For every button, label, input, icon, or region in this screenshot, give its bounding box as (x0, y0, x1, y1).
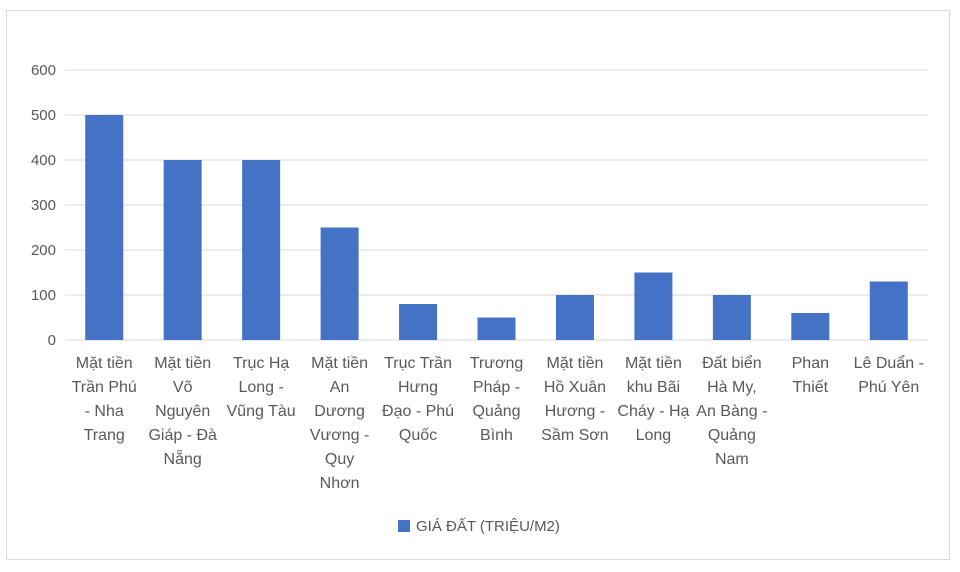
category-label: Mặt tiền Trần Phú - Nha Trang (72, 355, 137, 444)
category-label: Trục Hạ Long -Vũng Tàu (227, 355, 296, 420)
bar (320, 227, 359, 340)
y-tick-label: 300 (31, 197, 56, 214)
legend: GIÁ ĐẤT (TRIỆU/M2) (398, 518, 560, 535)
bar (791, 313, 830, 340)
category-label: Mặt tiền khu Bãi Cháy - Hạ Long (617, 355, 689, 444)
category-label: Phan Thiết (792, 355, 829, 396)
y-tick-label: 600 (31, 62, 56, 79)
bar (85, 115, 124, 340)
bar (634, 272, 673, 340)
category-label: Mặt tiền Võ Nguyên Giáp - Đà Nẵng (148, 355, 217, 468)
category-label: Đất biển Hà My, An Bàng -Quảng Nam (696, 354, 767, 468)
y-tick-label: 400 (31, 152, 56, 169)
y-tick-label: 0 (48, 332, 56, 349)
category-label: Trục Trần Hưng Đạo - Phú Quốc (382, 355, 454, 444)
category-label: Mặt tiền Hồ Xuân Hương -Sầm Sơn (541, 355, 608, 444)
bar (399, 304, 438, 340)
bar (477, 317, 516, 340)
bar (163, 160, 202, 340)
gridlines (65, 69, 928, 341)
y-tick-label: 100 (31, 287, 56, 304)
y-tick-label: 200 (31, 242, 56, 259)
y-axis-ticks: 0 100 200 300 400 500 600 (31, 62, 56, 349)
legend-swatch (398, 520, 410, 532)
category-label: Mặt tiền An Dương Vương -Quy Nhơn (310, 355, 369, 492)
bar (555, 295, 594, 340)
bars (85, 115, 908, 340)
chart-frame (6, 10, 950, 560)
category-label: Trương Pháp -Quảng Bình (470, 355, 524, 444)
bar (242, 160, 281, 340)
category-label: Lê Duẩn -Phú Yên (854, 354, 924, 396)
bar (712, 295, 751, 340)
bar (869, 281, 908, 340)
legend-label: GIÁ ĐẤT (TRIỆU/M2) (416, 518, 560, 535)
y-tick-label: 500 (31, 107, 56, 124)
